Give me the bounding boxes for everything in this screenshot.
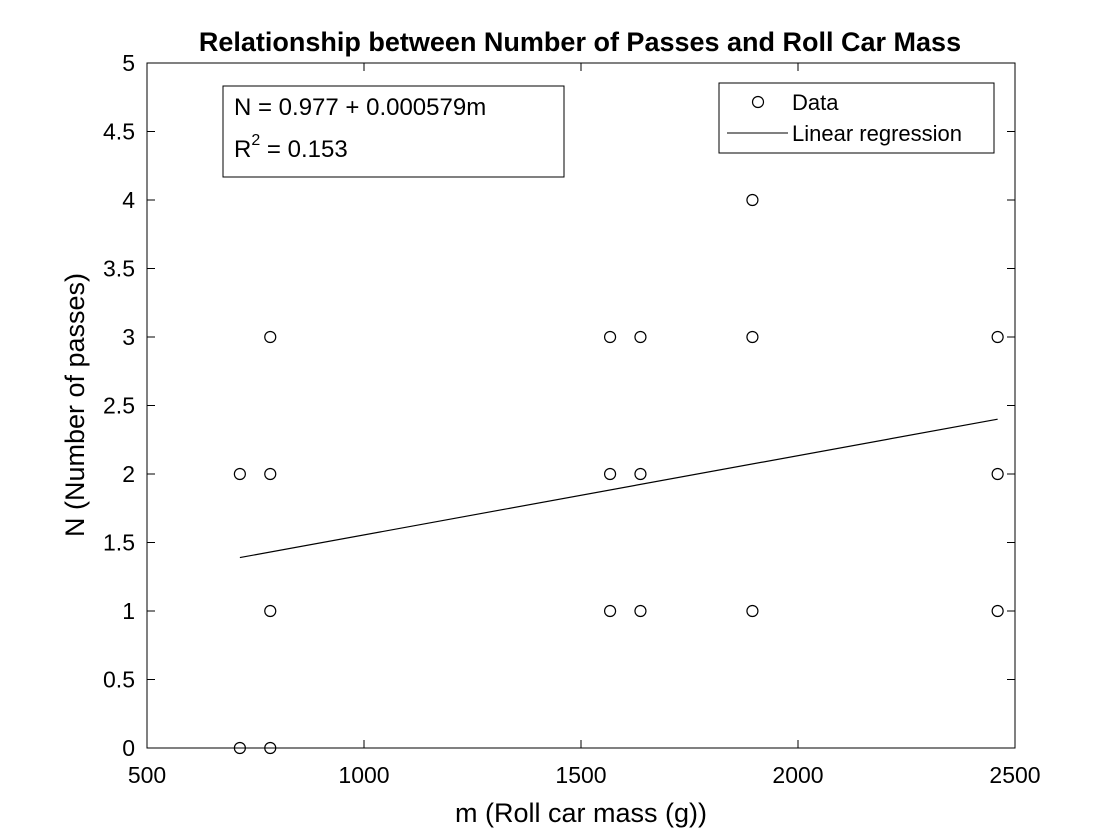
data-point — [634, 467, 647, 481]
y-tick-label: 0 — [122, 735, 135, 761]
data-point — [603, 604, 617, 618]
data-points-series — [233, 193, 1004, 755]
x-tick-label: 2500 — [989, 762, 1040, 788]
y-axis-label: N (Number of passes) — [60, 273, 90, 537]
legend: Data Linear regression — [718, 82, 995, 154]
data-point — [746, 193, 759, 207]
x-tick-label: 1000 — [338, 762, 389, 788]
data-point — [634, 330, 647, 344]
x-tick-label: 1500 — [555, 762, 606, 788]
data-point — [991, 604, 1004, 618]
data-point — [264, 330, 277, 344]
r-squared-value: = 0.153 — [260, 136, 347, 163]
legend-frame — [718, 82, 995, 154]
data-point — [603, 467, 617, 481]
r-squared-superscript: 2 — [251, 132, 260, 149]
regression-line-series — [239, 418, 998, 559]
y-tick-label: 1.5 — [103, 530, 135, 556]
y-tick-label: 3.5 — [103, 256, 135, 282]
data-point — [264, 467, 277, 481]
y-tick-label: 4.5 — [103, 119, 135, 145]
x-tick-label: 500 — [128, 762, 166, 788]
data-point — [603, 330, 617, 344]
y-tick-label: 2.5 — [103, 393, 135, 419]
y-tick-label: 0.5 — [103, 667, 135, 693]
y-tick-label: 1 — [122, 598, 135, 624]
y-tick-label: 4 — [122, 187, 135, 213]
legend-label-data: Data — [792, 90, 839, 115]
data-point — [634, 604, 647, 618]
chart-title: Relationship between Number of Passes an… — [199, 27, 961, 57]
y-axis: 0 0.5 1 1.5 2 2.5 3 3.5 4 4.5 5 — [103, 50, 1015, 761]
data-point — [233, 741, 246, 755]
x-tick-label: 2000 — [772, 762, 823, 788]
data-point — [746, 330, 759, 344]
y-tick-label: 2 — [122, 461, 135, 487]
r-squared-symbol: R — [234, 136, 251, 163]
equation-annotation: N = 0.977 + 0.000579m R2 = 0.153 — [222, 85, 565, 178]
r-squared-text: R2 = 0.153 — [234, 132, 348, 163]
legend-marker-data — [751, 95, 765, 109]
data-point — [233, 467, 246, 481]
x-axis: 500 1000 1500 2000 2500 — [128, 63, 1041, 788]
data-point — [991, 330, 1004, 344]
data-point — [991, 467, 1004, 481]
annotation-box-frame — [222, 85, 565, 178]
x-axis-label: m (Roll car mass (g)) — [455, 798, 707, 828]
data-point — [264, 604, 277, 618]
regression-line — [239, 418, 998, 559]
data-point — [264, 741, 277, 755]
data-point — [746, 604, 759, 618]
y-tick-label: 3 — [122, 324, 135, 350]
regression-equation-text: N = 0.977 + 0.000579m — [234, 94, 486, 121]
legend-label-regression: Linear regression — [792, 121, 962, 146]
y-tick-label: 5 — [122, 50, 135, 76]
